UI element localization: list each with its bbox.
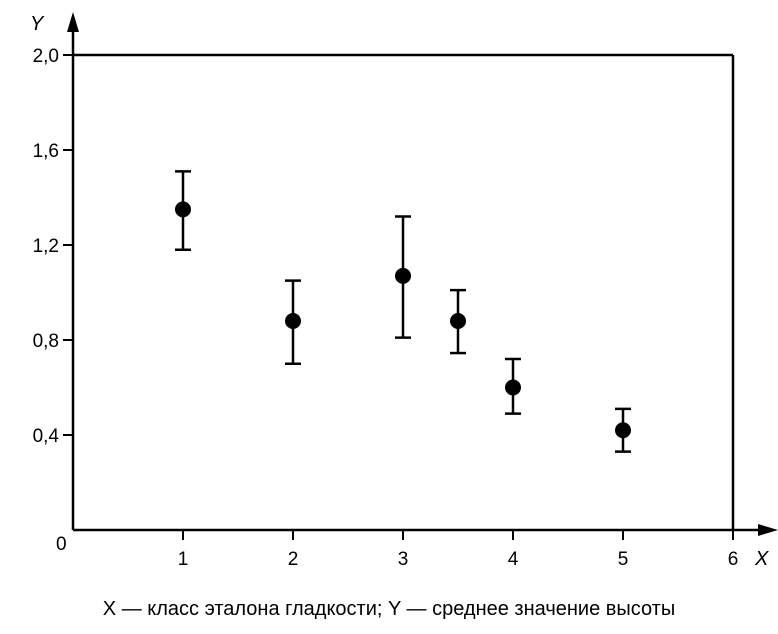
data-point: [615, 422, 631, 439]
plot-frame: [67, 12, 778, 536]
data-point: [395, 267, 411, 284]
y-tick-label: 2,0: [33, 46, 59, 67]
data-point: [505, 379, 521, 396]
data-point: [450, 313, 466, 329]
x-axis-arrow: [758, 524, 778, 536]
data-point: [285, 313, 301, 329]
ticks: 1 2 3 4 5 6 0,4 0,8 1,2 1,6 2,0: [33, 46, 739, 570]
x-tick-label: 1: [178, 549, 189, 570]
x-tick-label: 3: [398, 549, 409, 570]
x-tick-label: 2: [288, 549, 299, 570]
x-tick-label: 5: [618, 549, 629, 570]
y-tick-label: 1,6: [33, 141, 59, 162]
y-axis-arrow: [67, 12, 79, 32]
x-tick-label: 4: [508, 549, 519, 570]
origin-label: 0: [56, 534, 67, 555]
figure-caption: X — класс эталона гладкости; Y — среднее…: [102, 598, 676, 620]
data-marks: [175, 170, 631, 453]
x-tick-label: 6: [728, 549, 739, 570]
y-tick-label: 0,4: [33, 426, 60, 447]
y-tick-label: 1,2: [33, 236, 59, 257]
y-axis-label: Y: [30, 13, 45, 35]
x-axis-label: X: [754, 548, 769, 570]
data-point: [175, 201, 191, 218]
y-tick-label: 0,8: [33, 331, 59, 352]
